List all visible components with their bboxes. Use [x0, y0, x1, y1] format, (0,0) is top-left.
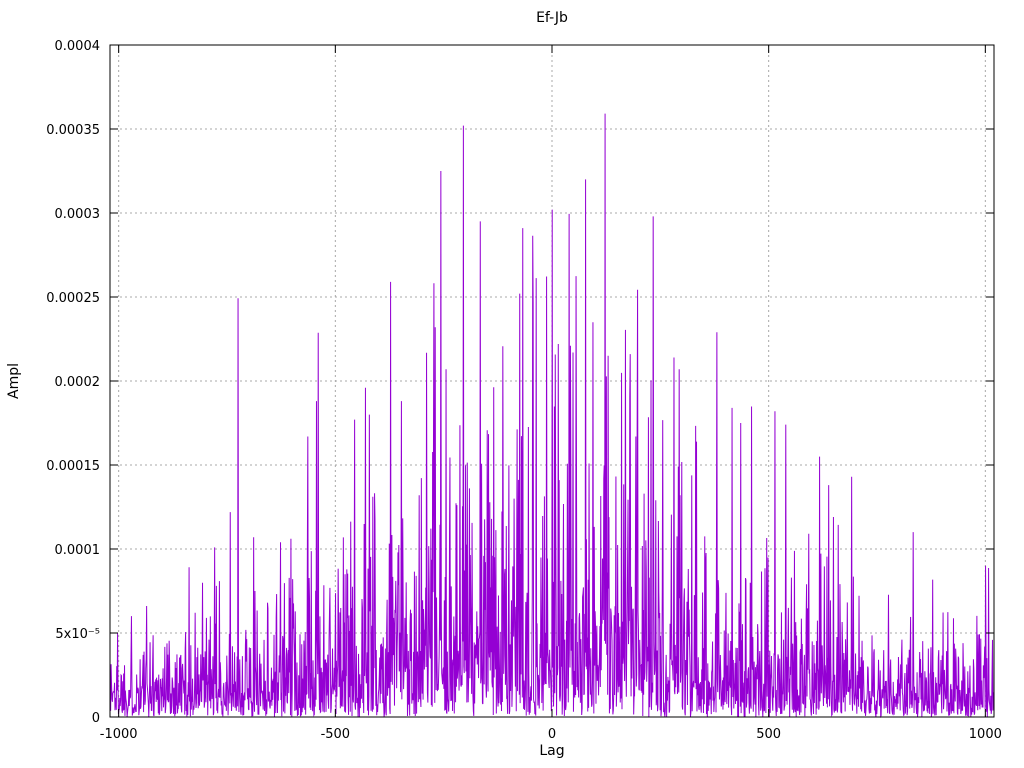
y-tick-label: 0.00015: [46, 459, 100, 474]
chart-title: Ef-Jb: [536, 10, 568, 26]
y-tick-label: 0.0003: [55, 207, 101, 222]
x-tick-label: 0: [548, 727, 556, 742]
y-tick-label: 0.0004: [55, 39, 101, 54]
y-tick-label: 0.0001: [55, 543, 101, 558]
series-line: [110, 113, 995, 719]
x-tick-label: -1000: [100, 727, 138, 742]
y-tick-label: 0: [92, 711, 100, 726]
y-tick-label: 5x10⁻⁵: [55, 627, 100, 642]
y-axis-label: Ampl: [6, 363, 22, 399]
x-tick-label: -500: [321, 727, 351, 742]
x-tick-label: 1000: [969, 727, 1002, 742]
y-tick-label: 0.0002: [55, 375, 101, 390]
x-axis-label: Lag: [539, 743, 565, 759]
x-tick-label: 500: [756, 727, 781, 742]
y-tick-label: 0.00025: [46, 291, 100, 306]
y-tick-label: 0.00035: [46, 123, 100, 138]
